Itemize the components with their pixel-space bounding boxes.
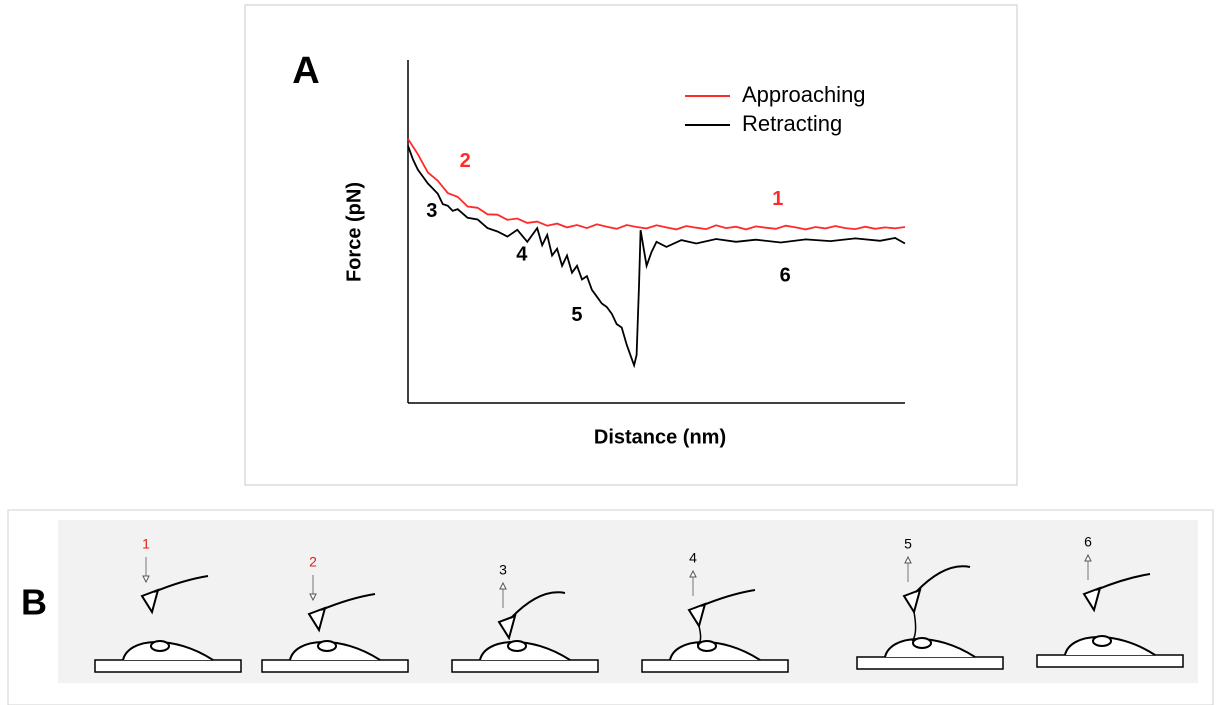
cantilever-tip (902, 588, 922, 615)
arrow-head (904, 555, 912, 564)
cantilever-tip (497, 614, 517, 641)
panel-b-background (58, 520, 1198, 683)
substrate (1036, 654, 1184, 668)
cantilever (1095, 573, 1151, 591)
arrow-head (1084, 553, 1092, 562)
nucleus (1092, 635, 1112, 647)
cantilever (320, 593, 376, 611)
step-label: 5 (904, 536, 912, 552)
tether (911, 611, 917, 642)
nucleus (507, 640, 527, 652)
step-label: 3 (499, 562, 507, 578)
arrow-head (499, 581, 507, 590)
substrate (451, 659, 599, 673)
data-line (407, 138, 906, 231)
annotation: 3 (426, 200, 437, 222)
arrow-head (142, 575, 150, 584)
cantilever (915, 565, 971, 593)
panel-label: B (21, 582, 47, 623)
substrate (94, 659, 242, 673)
cantilever-tip (307, 606, 327, 633)
annotation: 1 (772, 188, 783, 210)
substrate (856, 656, 1004, 670)
panel-label: A (292, 50, 319, 92)
y-axis-label: Force (pN) (343, 182, 365, 282)
nucleus (912, 637, 932, 649)
panel-a-frame (244, 4, 1018, 486)
cantilever-tip (1082, 586, 1102, 613)
annotation: 4 (516, 243, 528, 265)
step-label: 4 (689, 550, 697, 566)
cantilever (153, 575, 209, 593)
step-label: 2 (309, 554, 317, 570)
data-line (407, 145, 906, 369)
nucleus (697, 640, 717, 652)
cantilever (700, 589, 756, 607)
annotation: 2 (460, 150, 471, 172)
tether (696, 625, 702, 645)
annotation: 5 (571, 304, 582, 326)
nucleus (317, 640, 337, 652)
x-axis-label: Distance (nm) (594, 426, 726, 448)
substrate (641, 659, 789, 673)
legend-label: Retracting (742, 111, 842, 136)
legend-label: Approaching (742, 82, 866, 107)
cantilever-tip (687, 602, 707, 629)
arrow-head (689, 569, 697, 578)
cantilever (510, 591, 566, 619)
annotation: 6 (780, 264, 791, 286)
step-label: 1 (142, 536, 150, 552)
step-label: 6 (1084, 534, 1092, 550)
arrow-head (309, 593, 317, 602)
nucleus (150, 640, 170, 652)
cantilever-tip (140, 588, 160, 615)
substrate (261, 659, 409, 673)
